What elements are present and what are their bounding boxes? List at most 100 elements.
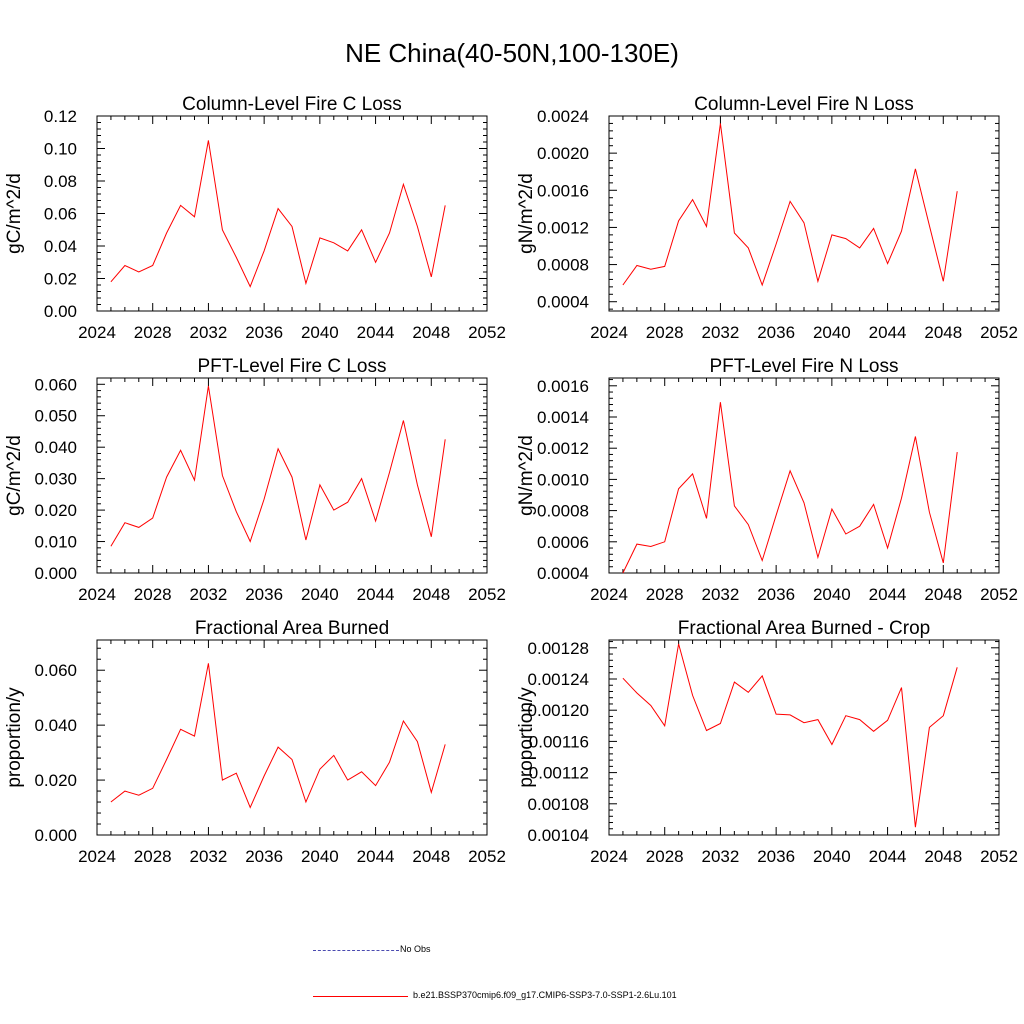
x-tick-label: 2044 [357, 323, 395, 342]
y-axis-label: proportion/y [4, 687, 25, 788]
y-tick-label: 0.00120 [528, 701, 589, 720]
panel-title: Fractional Area Burned - Crop [678, 618, 930, 639]
y-tick-label: 0.00104 [528, 826, 589, 845]
y-tick-label: 0.0016 [537, 377, 589, 396]
legend-obs-line [313, 950, 399, 951]
y-tick-label: 0.050 [34, 407, 77, 426]
y-tick-label: 0.00112 [529, 764, 589, 783]
x-tick-label: 2036 [245, 847, 283, 866]
y-tick-label: 0.06 [44, 205, 77, 224]
x-tick-label: 2044 [357, 585, 395, 604]
plot-frame [608, 377, 1000, 574]
y-axis-label: gC/m^2/d [4, 435, 25, 516]
x-tick-label: 2040 [813, 585, 851, 604]
x-tick-label: 2048 [412, 585, 450, 604]
y-tick-label: 0.000 [34, 826, 77, 845]
x-tick-label: 2040 [301, 323, 339, 342]
y-tick-label: 0.12 [44, 107, 77, 126]
y-axis-label: gN/m^2/d [516, 173, 537, 254]
y-tick-label: 0.010 [34, 533, 77, 552]
x-tick-label: 2048 [924, 323, 962, 342]
y-tick-label: 0.0020 [537, 144, 589, 163]
y-tick-label: 0.04 [44, 237, 77, 256]
x-tick-label: 2040 [301, 585, 339, 604]
x-tick-label: 2032 [702, 323, 740, 342]
legend-model-line [313, 996, 408, 997]
y-tick-label: 0.02 [44, 270, 77, 289]
x-tick-label: 2032 [702, 585, 740, 604]
x-tick-label: 2024 [590, 847, 628, 866]
x-tick-label: 2052 [468, 323, 506, 342]
panel-title: PFT-Level Fire C Loss [198, 356, 387, 377]
x-tick-label: 2048 [412, 847, 450, 866]
x-tick-label: 2044 [869, 323, 907, 342]
x-tick-label: 2040 [813, 847, 851, 866]
x-tick-label: 2028 [134, 847, 172, 866]
x-tick-label: 2024 [590, 323, 628, 342]
y-tick-label: 0.0010 [537, 470, 589, 489]
y-tick-label: 0.0012 [537, 439, 589, 458]
x-tick-label: 2036 [757, 323, 795, 342]
y-tick-label: 0.10 [44, 140, 77, 159]
y-tick-label: 0.00128 [528, 639, 589, 658]
x-tick-label: 2036 [245, 585, 283, 604]
y-tick-label: 0.0014 [537, 408, 589, 427]
y-axis-label: gN/m^2/d [516, 435, 537, 516]
x-tick-label: 2028 [646, 585, 684, 604]
y-tick-label: 0.030 [34, 470, 77, 489]
y-tick-label: 0.0008 [537, 256, 589, 275]
x-tick-label: 2032 [702, 847, 740, 866]
x-tick-label: 2044 [869, 585, 907, 604]
x-tick-label: 2032 [190, 585, 228, 604]
panel-title: Fractional Area Burned [195, 618, 389, 639]
y-axis-label: proportion/y [516, 687, 537, 788]
x-tick-label: 2052 [468, 585, 506, 604]
y-tick-label: 0.020 [34, 771, 77, 790]
x-tick-label: 2036 [757, 585, 795, 604]
y-tick-label: 0.040 [34, 716, 77, 735]
x-tick-label: 2040 [301, 847, 339, 866]
x-tick-label: 2028 [134, 585, 172, 604]
panel-title: Column-Level Fire C Loss [182, 94, 402, 115]
plot-frame [96, 639, 488, 836]
plot-frame [608, 115, 1000, 312]
x-tick-label: 2024 [590, 585, 628, 604]
y-tick-label: 0.0016 [537, 181, 589, 200]
plot-frame [608, 639, 1000, 836]
x-tick-label: 2052 [980, 847, 1018, 866]
panel-title: Column-Level Fire N Loss [694, 94, 914, 115]
y-tick-label: 0.00124 [528, 670, 589, 689]
y-axis-label: gC/m^2/d [4, 173, 25, 254]
legend-model-label: b.e21.BSSP370cmip6.f09_g17.CMIP6-SSP3-7.… [413, 990, 677, 1000]
series-line [110, 385, 446, 547]
y-tick-label: 0.060 [34, 375, 77, 394]
series-line [622, 123, 958, 287]
panel-title: PFT-Level Fire N Loss [710, 356, 899, 377]
y-tick-label: 0.0008 [537, 502, 589, 521]
x-tick-label: 2036 [245, 323, 283, 342]
y-tick-label: 0.000 [34, 564, 77, 583]
plot-frame [96, 377, 488, 574]
x-tick-label: 2028 [646, 847, 684, 866]
x-tick-label: 2032 [190, 323, 228, 342]
y-tick-label: 0.00116 [529, 732, 589, 751]
series-line [110, 140, 446, 288]
y-tick-label: 0.08 [44, 172, 77, 191]
x-tick-label: 2040 [813, 323, 851, 342]
figure-title: NE China(40-50N,100-130E) [345, 38, 679, 68]
y-tick-label: 0.040 [34, 438, 77, 457]
y-tick-label: 0.00 [44, 302, 77, 321]
x-tick-label: 2052 [468, 847, 506, 866]
y-tick-label: 0.00108 [528, 795, 589, 814]
y-tick-label: 0.0006 [537, 533, 589, 552]
x-tick-label: 2028 [646, 323, 684, 342]
x-tick-label: 2048 [412, 323, 450, 342]
x-tick-label: 2048 [924, 585, 962, 604]
series-line [622, 643, 958, 828]
x-tick-label: 2032 [190, 847, 228, 866]
series-line [622, 402, 958, 574]
y-tick-label: 0.0024 [537, 107, 589, 126]
y-tick-label: 0.0012 [537, 218, 589, 237]
x-tick-label: 2024 [78, 323, 116, 342]
